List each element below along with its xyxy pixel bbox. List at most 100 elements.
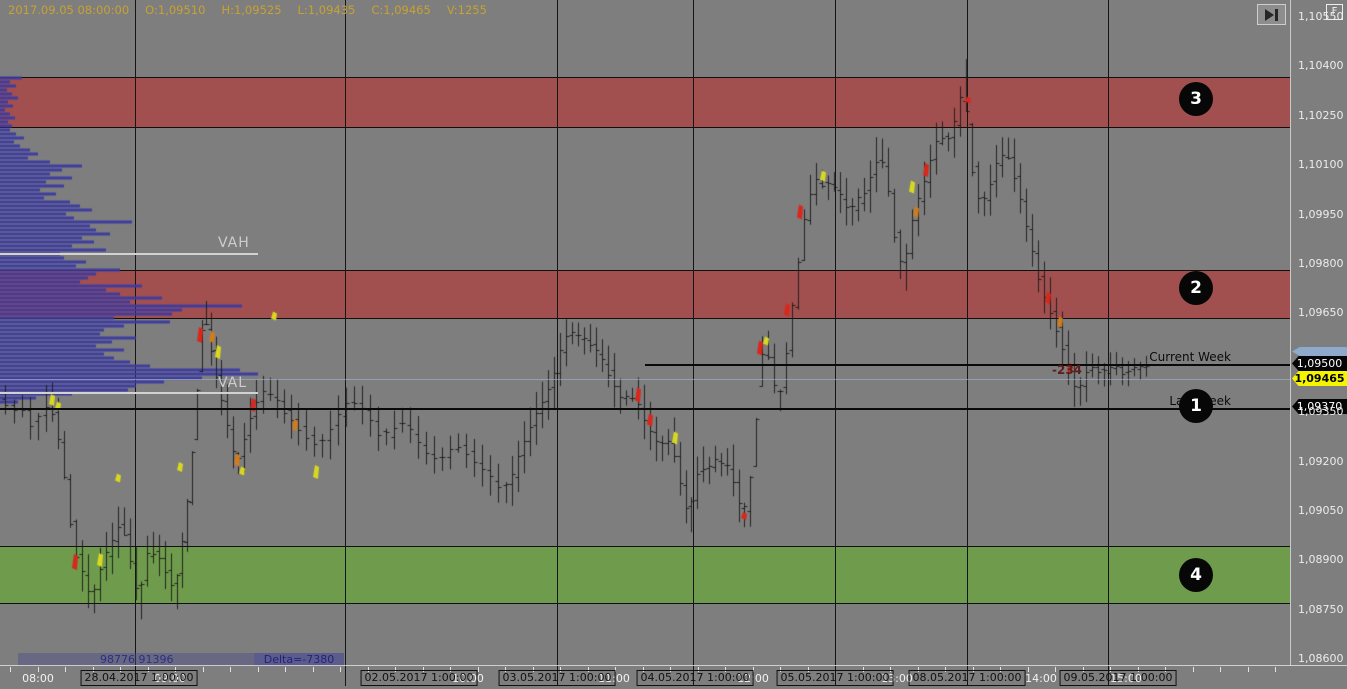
header-volume: V:1255 xyxy=(446,3,487,17)
sell-volume: 91396 xyxy=(138,653,174,666)
price-chart-canvas[interactable] xyxy=(0,0,1290,666)
time-tick xyxy=(1055,667,1056,672)
time-tick xyxy=(450,667,451,672)
current-week-price-marker xyxy=(1292,347,1347,356)
time-tick xyxy=(1110,667,1111,672)
price-axis-label: 1,10250 xyxy=(1298,109,1344,122)
time-tick xyxy=(148,667,149,672)
time-tick xyxy=(395,667,396,672)
session-gridline-stub xyxy=(135,666,136,686)
session-date-box: 28.04.2017 1:00:00 xyxy=(80,670,198,686)
price-axis[interactable]: 1,09500 1,09465 1,09370 1,10550 1,10400 1,… xyxy=(1290,0,1347,666)
time-tick xyxy=(863,667,864,672)
time-tick xyxy=(505,667,506,672)
session-date-box: 04.05.2017 1:00:00 xyxy=(636,670,754,686)
price-axis-label: 1,10100 xyxy=(1298,158,1344,171)
time-tick xyxy=(615,667,616,672)
time-label: 09:00 xyxy=(154,672,186,685)
val-line xyxy=(0,392,258,394)
price-axis-label: 1,08750 xyxy=(1298,603,1344,616)
price-axis-label: 1,09200 xyxy=(1298,455,1344,468)
time-label: 10:00 xyxy=(452,672,484,685)
time-tick xyxy=(258,667,259,672)
time-label: 14:00 xyxy=(1025,672,1057,685)
zone-badge-4: 4 xyxy=(1179,558,1213,592)
axis-separator xyxy=(0,665,1347,666)
time-tick xyxy=(1138,667,1139,672)
ohlcv-header: 2017.09.05 08:00:00 O:1,09510 H:1,09525 … xyxy=(8,3,487,17)
time-tick xyxy=(1000,667,1001,672)
price-axis-label: 1,09350 xyxy=(1298,405,1344,418)
session-date-box: 03.05.2017 1:00:00 xyxy=(498,670,616,686)
price-axis-label: 1,08600 xyxy=(1298,652,1344,665)
time-tick xyxy=(670,667,671,672)
header-open: O:1,09510 xyxy=(145,3,206,17)
time-tick xyxy=(478,667,479,672)
val-label: VAL xyxy=(218,375,248,391)
session-volumes: 98776 91396 xyxy=(18,653,254,666)
price-axis-label: 1,09950 xyxy=(1298,208,1344,221)
time-tick xyxy=(588,667,589,672)
price-tag-last-price: 1,09465 xyxy=(1292,371,1347,386)
delta-label: Delta=-7380 xyxy=(254,653,344,666)
price-axis-label: 1,09800 xyxy=(1298,257,1344,270)
price-axis-label: 1,09650 xyxy=(1298,306,1344,319)
session-gridline-stub xyxy=(345,666,346,686)
price-axis-label: 1,09050 xyxy=(1298,504,1344,517)
time-tick xyxy=(38,667,39,672)
zone-badge-3: 3 xyxy=(1179,82,1213,116)
time-tick xyxy=(643,667,644,672)
time-label: 11:00 xyxy=(598,672,630,685)
price-axis-label: 1,10550 xyxy=(1298,10,1344,23)
last-week-line xyxy=(0,408,1290,410)
time-tick xyxy=(753,667,754,672)
time-tick xyxy=(945,667,946,672)
time-tick xyxy=(560,667,561,672)
time-tick xyxy=(65,667,66,672)
time-tick xyxy=(10,667,11,672)
time-tick xyxy=(533,667,534,672)
price-axis-label: 1,08900 xyxy=(1298,553,1344,566)
f-indicator: F xyxy=(1326,4,1343,20)
time-tick xyxy=(890,667,891,672)
time-tick xyxy=(973,667,974,672)
price-tag-last-week: 1,09370 xyxy=(1292,399,1347,414)
time-tick xyxy=(1220,667,1221,672)
session-date-box: 09.05.2017 1:00:00 xyxy=(1059,670,1177,686)
session-gridline-stub xyxy=(1108,666,1109,686)
time-axis[interactable]: 08:00 09:00 10:00 11:00 12:00 13:00 14:00 15:00… xyxy=(0,666,1347,689)
time-tick xyxy=(698,667,699,672)
time-tick xyxy=(175,667,176,672)
price-tag-current-week: 1,09500 xyxy=(1292,356,1347,371)
session-gridline-stub xyxy=(967,666,968,686)
time-tick xyxy=(725,667,726,672)
skip-to-end-icon-bar xyxy=(1275,9,1278,21)
skip-to-end-icon xyxy=(1265,9,1274,21)
header-low: L:1,09435 xyxy=(297,3,356,17)
header-datetime: 2017.09.05 08:00:00 xyxy=(8,3,130,17)
time-tick xyxy=(93,667,94,672)
time-tick xyxy=(230,667,231,672)
time-tick xyxy=(1275,667,1276,672)
zone-badge-2: 2 xyxy=(1179,271,1213,305)
scroll-to-end-button[interactable] xyxy=(1257,4,1286,25)
time-tick xyxy=(780,667,781,672)
time-tick xyxy=(313,667,314,672)
header-close: C:1,09465 xyxy=(371,3,431,17)
current-price-line xyxy=(0,379,1290,380)
time-tick xyxy=(1248,667,1249,672)
time-tick xyxy=(203,667,204,672)
session-gridline-stub xyxy=(835,666,836,686)
time-tick xyxy=(120,667,121,672)
session-date-box: 08.05.2017 1:00:00 xyxy=(908,670,1026,686)
vah-line xyxy=(0,253,258,255)
zone-badge-1: 1 xyxy=(1179,389,1213,423)
time-tick xyxy=(340,667,341,672)
time-tick xyxy=(1083,667,1084,672)
vah-label: VAH xyxy=(218,235,250,251)
time-tick xyxy=(1193,667,1194,672)
time-tick xyxy=(285,667,286,672)
session-date-box: 05.05.2017 1:00:00 xyxy=(776,670,894,686)
time-tick xyxy=(1028,667,1029,672)
